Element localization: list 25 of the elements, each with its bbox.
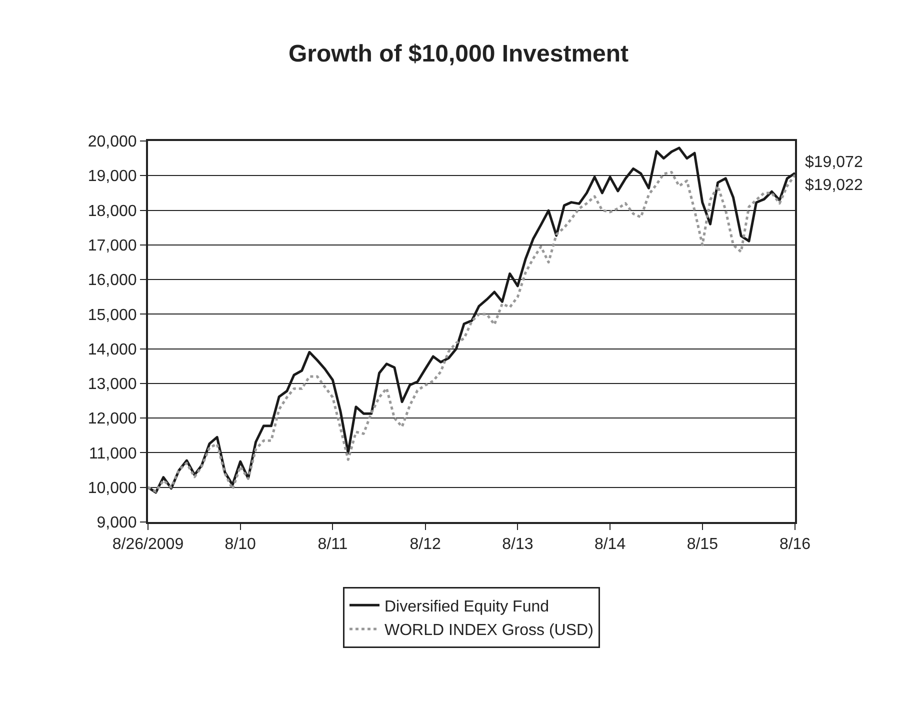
- y-tick-label: 9,000: [96, 514, 137, 532]
- x-tick-label: 8/10: [224, 536, 256, 554]
- x-tick-label: 8/16: [779, 536, 811, 554]
- y-tick-label: 10,000: [88, 480, 137, 497]
- x-tick-label: 8/13: [502, 536, 534, 554]
- x-tick-label: 8/14: [594, 536, 626, 554]
- x-tick-label: 8/12: [410, 536, 441, 554]
- y-tick-label: 11,000: [89, 445, 137, 462]
- y-tick-label: 15,000: [88, 306, 137, 324]
- y-tick-label: 14,000: [88, 341, 137, 358]
- x-tick-label: 8/11: [318, 536, 348, 554]
- y-tick-label: 13,000: [88, 376, 137, 394]
- annotation: $19,022: [805, 177, 863, 194]
- y-tick-label: 19,000: [88, 168, 137, 186]
- y-tick-label: 17,000: [88, 238, 137, 255]
- y-tick-label: 16,000: [88, 272, 137, 290]
- y-tick-label: 12,000: [88, 410, 137, 428]
- x-tick-label: 8/15: [686, 536, 718, 554]
- y-tick-label: 18,000: [88, 202, 137, 220]
- legend-label: Diversified Equity Fund: [384, 598, 550, 616]
- x-tick-label: 8/26/2009: [112, 536, 184, 554]
- chart-title: Growth of $10,000 Investment: [288, 40, 629, 68]
- legend-label: WORLD INDEX Gross (USD): [384, 622, 594, 640]
- y-tick-label: 20,000: [88, 134, 137, 151]
- annotation: $19,072: [805, 154, 863, 171]
